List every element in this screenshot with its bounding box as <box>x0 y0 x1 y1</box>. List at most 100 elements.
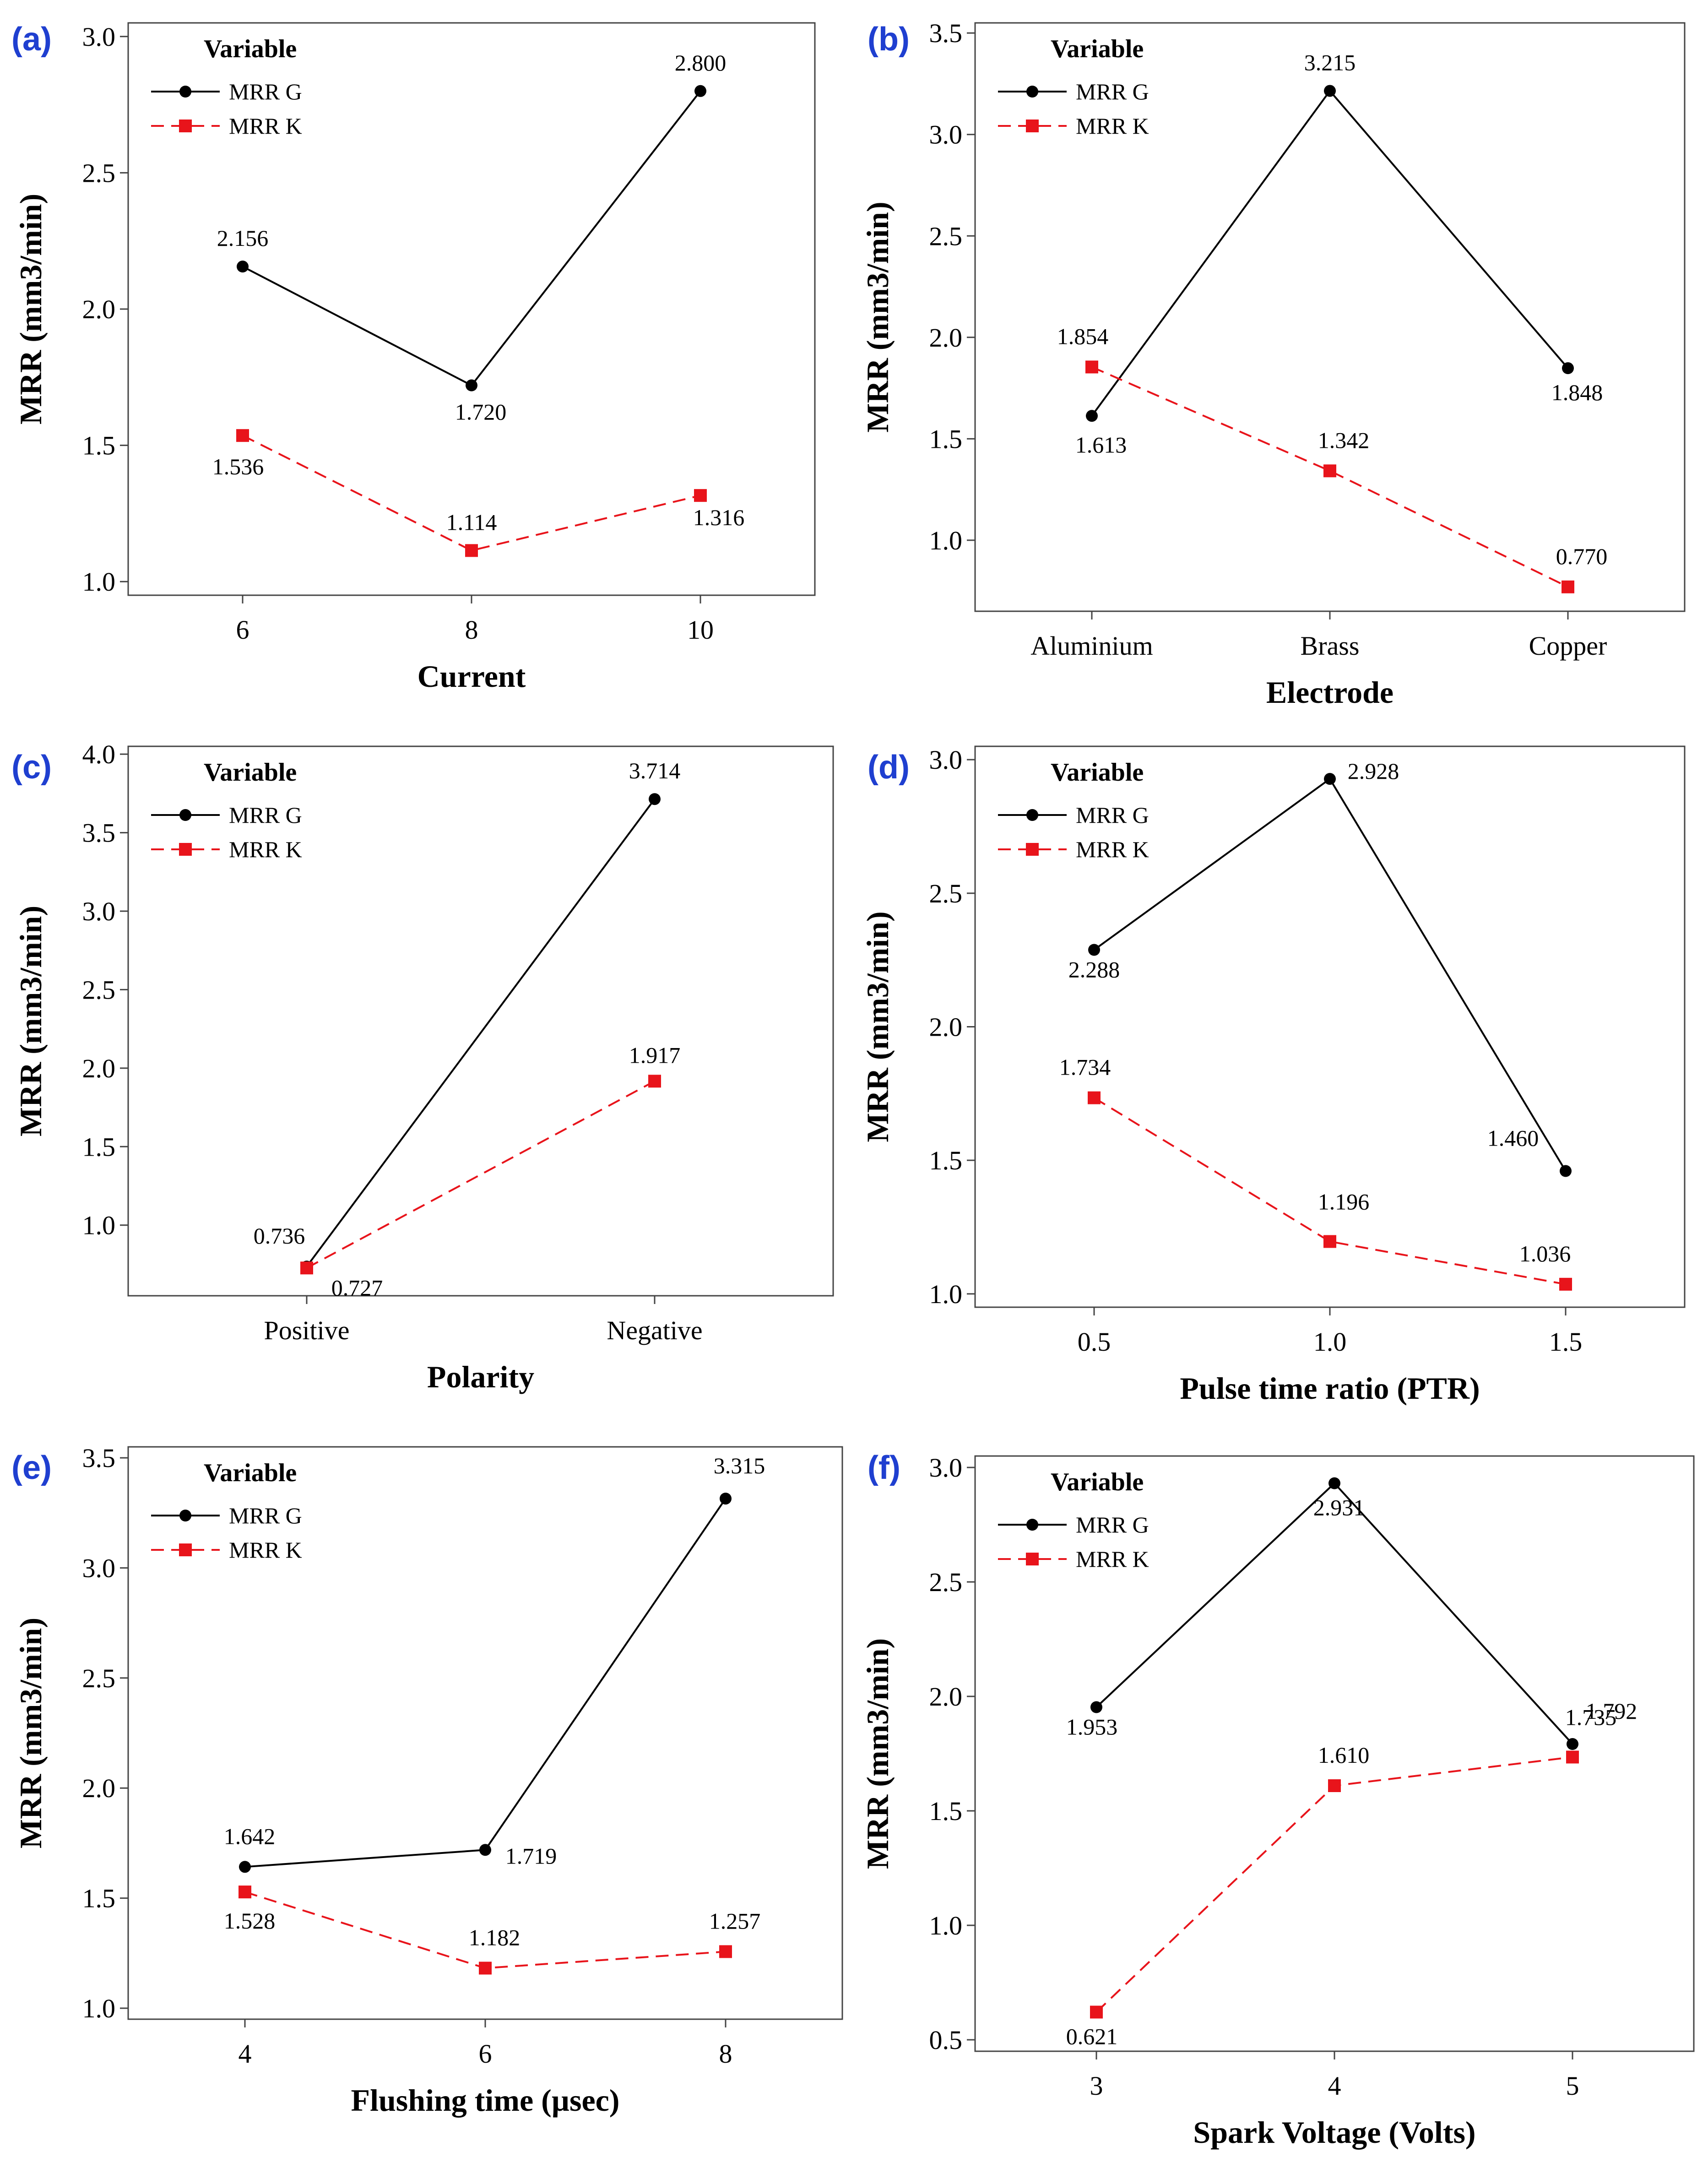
series-line-mrr-k <box>306 1080 655 1269</box>
x-tick-label: 0.5 <box>1078 1327 1111 1357</box>
y-axis-title: MRR (mm3/min) <box>860 1638 895 1869</box>
data-label: 3.714 <box>629 758 681 783</box>
legend-label: MRR G <box>1076 1512 1149 1538</box>
legend-marker-mrr-k <box>1026 843 1039 856</box>
panel-d: (d) 1.0 1.5 2.0 2.5 3.0 0.5 1.0 1.5 Pulse time ra… <box>860 745 1686 1406</box>
legend-marker-mrr-g <box>1026 1519 1038 1531</box>
x-axis-title: Flushing time (µsec) <box>351 2083 620 2118</box>
data-point-mrr-g <box>720 1492 732 1505</box>
data-point-mrr-g <box>1088 944 1100 956</box>
data-label: 2.156 <box>217 225 269 251</box>
legend-marker-mrr-g <box>179 86 191 98</box>
legend-marker-mrr-k <box>179 843 192 856</box>
series-line-mrr-g <box>1095 1482 1573 1745</box>
data-label: 1.316 <box>693 505 745 530</box>
series-line-mrr-k <box>242 435 701 552</box>
x-tick-label: 5 <box>1566 2071 1579 2101</box>
legend-label: MRR K <box>1076 113 1149 139</box>
data-point-mrr-g <box>1560 1165 1572 1177</box>
panel-letter: (d) <box>868 749 910 786</box>
x-tick-label: 8 <box>719 2039 732 2069</box>
y-tick-label: 4.0 <box>82 739 116 769</box>
x-tick-label: Aluminium <box>1030 631 1153 661</box>
panel-a: (a) 1.0 1.5 2.0 2.5 3.0 6 8 10 Current MRR (mm3/mi… <box>11 21 816 694</box>
x-tick-label: 10 <box>687 615 714 645</box>
data-label: 1.114 <box>446 509 497 535</box>
series-line-mrr-g <box>1093 777 1567 1172</box>
legend-marker-mrr-k <box>1026 120 1039 132</box>
panel-e: (e) 1.0 1.5 2.0 2.5 3.0 3.5 4 6 8 Flushing time (µ… <box>11 1443 843 2118</box>
y-tick-label: 2.5 <box>929 879 963 908</box>
y-tick-label: 3.5 <box>82 1443 116 1473</box>
data-point-mrr-g <box>1567 1738 1578 1750</box>
x-tick-label: 4 <box>239 2039 252 2069</box>
data-label: 0.621 <box>1066 2024 1118 2049</box>
panel-b: (b) 1.0 1.5 2.0 2.5 3.0 3.5 Aluminium Brass Coppe… <box>860 18 1686 710</box>
y-tick-label: 2.5 <box>82 158 116 188</box>
series-line-mrr-k <box>1093 1097 1566 1285</box>
y-tick-label: 3.0 <box>82 897 116 926</box>
data-label: 1.719 <box>505 1843 557 1869</box>
x-axis-title: Pulse time ratio (PTR) <box>1180 1371 1480 1406</box>
legend-label: MRR K <box>229 837 302 862</box>
data-point-mrr-k <box>239 1885 251 1899</box>
data-label: 1.848 <box>1551 380 1603 405</box>
data-point-mrr-g <box>466 379 477 391</box>
x-tick-label: Negative <box>607 1315 702 1345</box>
series-line-mrr-g <box>242 90 701 387</box>
x-axis-title: Polarity <box>427 1359 534 1394</box>
data-point-mrr-k <box>1088 1091 1101 1104</box>
legend-label: MRR G <box>1076 802 1149 828</box>
data-point-mrr-k <box>1323 1235 1336 1248</box>
x-tick-label: 1.5 <box>1549 1327 1583 1357</box>
data-point-mrr-g <box>694 85 706 97</box>
data-label: 2.288 <box>1068 957 1120 983</box>
legend-label: MRR G <box>229 79 302 104</box>
x-tick-label: 6 <box>236 615 249 645</box>
plot-frame <box>974 22 1686 612</box>
legend-label: MRR G <box>1076 79 1149 104</box>
data-point-mrr-k <box>300 1261 313 1275</box>
data-label: 1.917 <box>629 1042 681 1068</box>
plot-frame <box>974 745 1686 1308</box>
data-label: 1.792 <box>1586 1698 1638 1724</box>
panel-f: (f) 0.5 1.0 1.5 2.0 2.5 3.0 3 4 5 Spark Voltage (V… <box>860 1450 1695 2150</box>
data-label: 1.528 <box>224 1908 276 1934</box>
y-tick-label: 1.5 <box>82 1132 116 1162</box>
data-point-mrr-k <box>465 544 478 557</box>
x-tick-label: Positive <box>264 1315 350 1345</box>
y-tick-label: 2.5 <box>929 1567 963 1597</box>
legend-title: Variable <box>1051 1468 1144 1496</box>
y-tick-label: 1.0 <box>929 1279 963 1309</box>
series-line-mrr-g <box>1091 89 1569 417</box>
panel-letter: (c) <box>11 749 52 786</box>
data-point-mrr-k <box>719 1945 732 1958</box>
legend-marker-mrr-g <box>179 809 191 821</box>
y-tick-label: 2.0 <box>929 323 963 353</box>
y-tick-label: 1.5 <box>929 424 963 454</box>
legend-marker-mrr-g <box>179 1510 191 1521</box>
y-tick-label: 1.0 <box>82 567 116 597</box>
data-point-mrr-g <box>237 261 249 273</box>
data-point-mrr-g <box>1324 85 1336 97</box>
data-point-mrr-k <box>1566 1750 1579 1764</box>
y-tick-label: 2.0 <box>929 1682 963 1712</box>
x-tick-label: 6 <box>479 2039 492 2069</box>
y-axis-title: MRR (mm3/min) <box>13 194 48 424</box>
y-tick-label: 2.5 <box>82 1663 116 1693</box>
data-point-mrr-g <box>1086 410 1098 422</box>
data-label: 0.727 <box>331 1275 383 1300</box>
x-tick-label: Copper <box>1529 631 1607 661</box>
series-line-mrr-k <box>1091 366 1568 588</box>
y-tick-label: 1.5 <box>82 431 116 461</box>
data-label: 1.953 <box>1066 1714 1118 1740</box>
x-tick-label: 8 <box>465 615 478 645</box>
data-label: 1.854 <box>1057 324 1109 349</box>
legend-title: Variable <box>204 758 297 787</box>
legend-label: MRR K <box>229 113 302 139</box>
panel-c: (c) 1.0 1.5 2.0 2.5 3.0 3.5 4.0 Positive Negative… <box>11 739 834 1394</box>
y-tick-label: 1.5 <box>82 1884 116 1913</box>
y-tick-label: 3.5 <box>82 818 116 848</box>
y-tick-label: 2.0 <box>82 294 116 324</box>
